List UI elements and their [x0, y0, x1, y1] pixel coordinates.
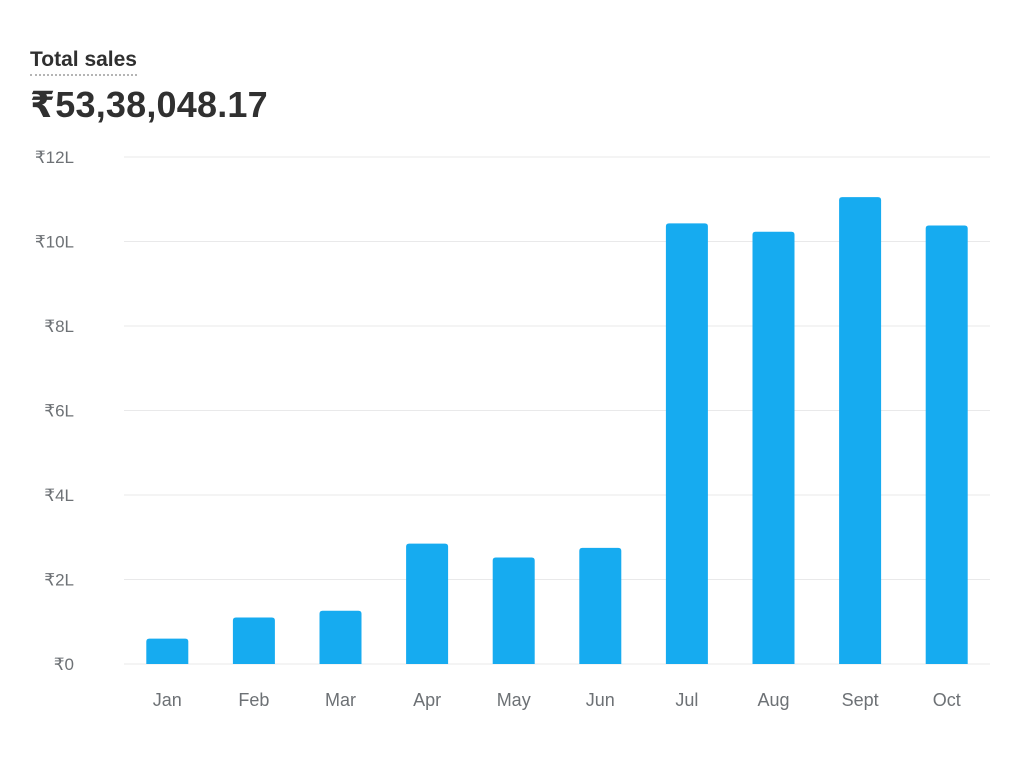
x-tick-label: Apr: [413, 690, 441, 710]
bar-mar[interactable]: [319, 610, 362, 664]
chart-title[interactable]: Total sales: [30, 48, 137, 76]
y-tick-label: ₹0: [54, 655, 74, 674]
x-tick-label: Jan: [153, 690, 182, 710]
y-tick-label: ₹12L: [35, 148, 74, 167]
bar-jun[interactable]: [579, 547, 622, 664]
y-tick-label: ₹6L: [44, 402, 74, 421]
y-tick-label: ₹8L: [44, 317, 74, 336]
bar-feb[interactable]: [232, 617, 275, 664]
bar-sept[interactable]: [839, 197, 882, 664]
bar-may[interactable]: [492, 557, 535, 664]
bar-jul[interactable]: [665, 223, 708, 664]
total-sales-value: ₹53,38,048.17: [30, 84, 268, 125]
x-tick-label: Aug: [757, 690, 789, 710]
bar-oct[interactable]: [925, 225, 968, 664]
y-tick-label: ₹2L: [44, 571, 74, 590]
x-tick-label: Oct: [933, 690, 961, 710]
bar-aug[interactable]: [752, 231, 795, 664]
bar-jan[interactable]: [146, 638, 189, 664]
x-tick-label: May: [497, 690, 531, 710]
x-tick-label: Jun: [586, 690, 615, 710]
y-tick-label: ₹4L: [44, 486, 74, 505]
y-tick-label: ₹10L: [35, 233, 74, 252]
x-tick-label: Mar: [325, 690, 356, 710]
x-tick-label: Sept: [842, 690, 879, 710]
x-tick-label: Jul: [675, 690, 698, 710]
bar-apr[interactable]: [406, 543, 449, 664]
x-tick-label: Feb: [238, 690, 269, 710]
